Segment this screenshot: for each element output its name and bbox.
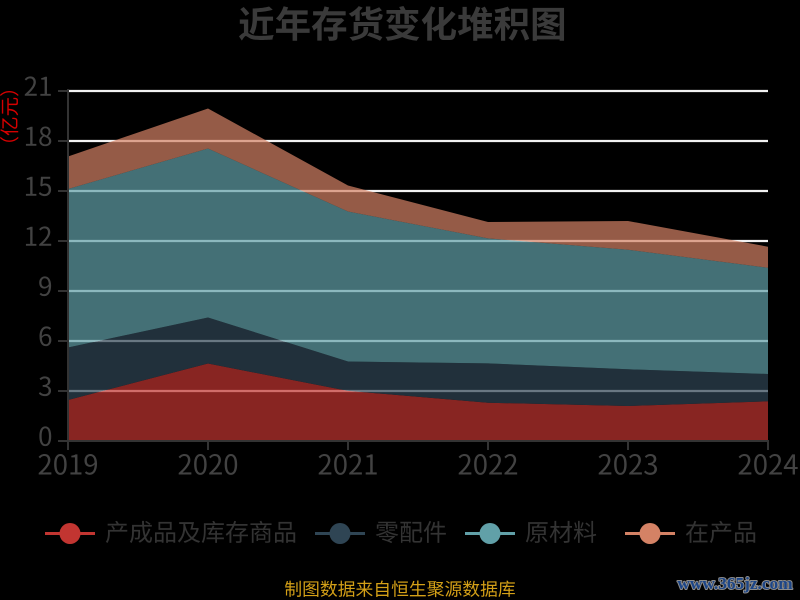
svg-text:www.365jz.com: www.365jz.com — [677, 574, 793, 593]
